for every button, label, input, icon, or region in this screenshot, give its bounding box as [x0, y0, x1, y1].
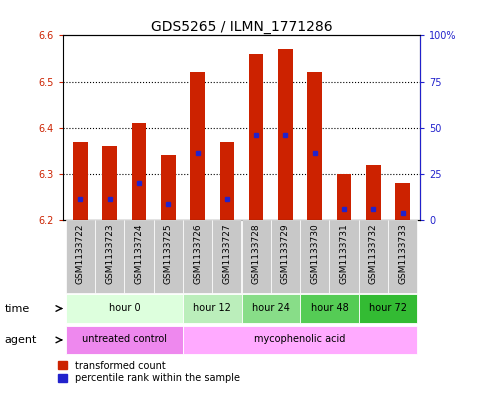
- Bar: [161, 155, 176, 220]
- Title: GDS5265 / ILMN_1771286: GDS5265 / ILMN_1771286: [151, 20, 332, 34]
- Text: agent: agent: [5, 335, 37, 345]
- Text: hour 12: hour 12: [193, 303, 231, 313]
- Bar: [307, 72, 322, 220]
- Bar: [66, 294, 183, 323]
- Text: hour 24: hour 24: [252, 303, 290, 313]
- Text: GSM1133726: GSM1133726: [193, 224, 202, 285]
- Text: GSM1133722: GSM1133722: [76, 224, 85, 284]
- Bar: [102, 146, 117, 220]
- Bar: [73, 141, 88, 220]
- Bar: [154, 220, 183, 293]
- Text: untreated control: untreated control: [82, 334, 167, 344]
- Text: GSM1133725: GSM1133725: [164, 224, 173, 285]
- Bar: [183, 220, 212, 293]
- Text: hour 0: hour 0: [109, 303, 140, 313]
- Bar: [66, 326, 183, 354]
- Text: GSM1133731: GSM1133731: [340, 224, 349, 285]
- Text: mycophenolic acid: mycophenolic acid: [255, 334, 346, 344]
- Bar: [329, 220, 359, 293]
- Legend: transformed count, percentile rank within the sample: transformed count, percentile rank withi…: [58, 360, 240, 384]
- Bar: [388, 220, 417, 293]
- Bar: [300, 294, 359, 323]
- Bar: [242, 220, 271, 293]
- Bar: [190, 72, 205, 220]
- Bar: [212, 220, 242, 293]
- Text: GSM1133723: GSM1133723: [105, 224, 114, 285]
- Bar: [66, 220, 95, 293]
- Bar: [242, 294, 300, 323]
- Bar: [359, 220, 388, 293]
- Text: GSM1133724: GSM1133724: [134, 224, 143, 284]
- Text: GSM1133730: GSM1133730: [310, 224, 319, 285]
- Bar: [95, 220, 124, 293]
- Bar: [300, 220, 329, 293]
- Bar: [359, 294, 417, 323]
- Text: GSM1133727: GSM1133727: [222, 224, 231, 285]
- Bar: [183, 326, 417, 354]
- Bar: [124, 220, 154, 293]
- Text: GSM1133733: GSM1133733: [398, 224, 407, 285]
- Bar: [132, 123, 146, 220]
- Text: GSM1133729: GSM1133729: [281, 224, 290, 285]
- Text: GSM1133732: GSM1133732: [369, 224, 378, 285]
- Text: hour 72: hour 72: [369, 303, 407, 313]
- Bar: [249, 54, 263, 220]
- Bar: [271, 220, 300, 293]
- Bar: [183, 294, 242, 323]
- Bar: [366, 165, 381, 220]
- Text: time: time: [5, 303, 30, 314]
- Bar: [278, 49, 293, 220]
- Text: hour 48: hour 48: [311, 303, 348, 313]
- Bar: [220, 141, 234, 220]
- Bar: [395, 183, 410, 220]
- Text: GSM1133728: GSM1133728: [252, 224, 261, 285]
- Bar: [337, 174, 351, 220]
